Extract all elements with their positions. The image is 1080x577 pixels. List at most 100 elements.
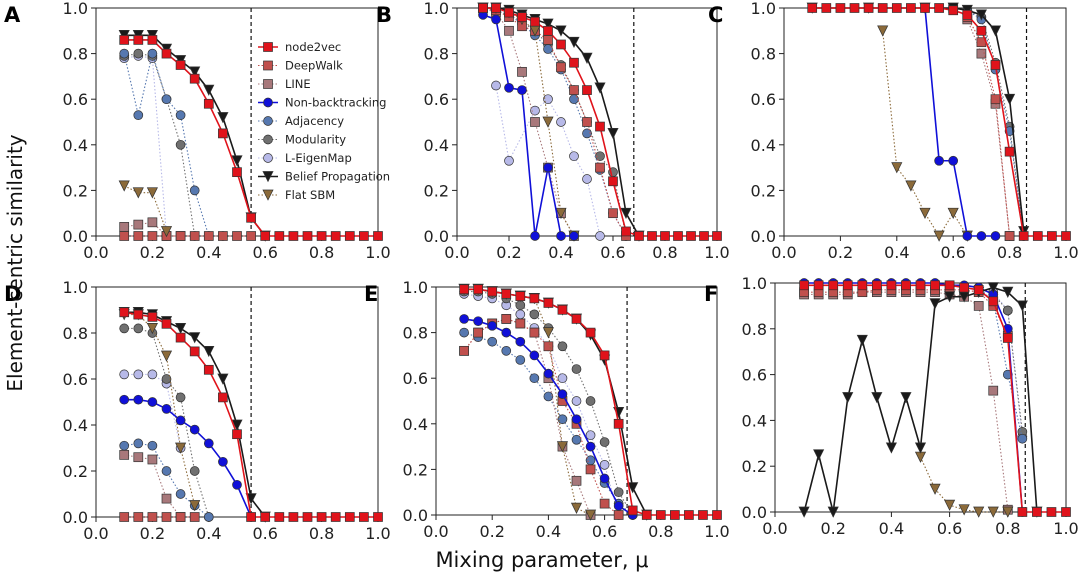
data-point — [344, 512, 355, 522]
data-point — [147, 312, 158, 322]
data-point — [133, 512, 144, 522]
legend-marker — [263, 134, 273, 145]
data-point — [821, 3, 832, 13]
legend-label: node2vec — [285, 40, 341, 54]
panels: 0.0 0.2 0.4 0.6 0.8 1.00.00.20.40.60.81.0A0.0… — [4, 0, 1079, 543]
data-point — [203, 231, 214, 241]
data-point — [962, 9, 973, 20]
y-tick-label: 0.6 — [742, 366, 767, 385]
data-point — [133, 394, 144, 405]
y-tick-label: 0.4 — [63, 416, 88, 435]
data-point — [491, 3, 501, 13]
data-point — [557, 304, 568, 315]
data-point — [1032, 231, 1043, 241]
data-point — [189, 231, 200, 241]
data-point — [877, 25, 889, 37]
series-modularity — [948, 3, 1029, 241]
data-point — [175, 512, 186, 522]
data-point — [901, 280, 911, 291]
data-point — [147, 512, 158, 522]
panel-c: 0.0 0.2 0.4 0.6 0.8 1.0 0.0 0.2 0.4 0.6 0.8 1.0 C — [708, 0, 1079, 262]
series-line — [124, 55, 168, 237]
series-flat-sbm — [118, 309, 201, 512]
panel-d: 0.0 0.2 0.4 0.6 0.8 1.0 0.0 0.2 0.4 0.6 0.8 1.0 D — [4, 278, 391, 543]
data-point — [699, 231, 709, 241]
data-point — [1016, 300, 1028, 312]
data-point — [886, 280, 897, 291]
data-point — [655, 510, 666, 520]
x-tick-label: 0.6 — [252, 243, 277, 262]
series-non-backtracking — [119, 394, 256, 522]
series-deepwalk — [459, 314, 624, 520]
panel-e: 0.0 0.2 0.4 0.6 0.8 1.0 0.0 0.2 0.4 0.6 0.8 1.0 E — [364, 278, 730, 541]
data-point — [634, 231, 644, 241]
data-point — [990, 60, 1001, 70]
data-point — [891, 3, 902, 13]
data-point — [1004, 93, 1016, 105]
data-point — [594, 82, 606, 94]
data-point — [608, 208, 618, 219]
data-point — [569, 85, 579, 95]
series-line — [124, 373, 182, 449]
data-point — [595, 121, 605, 132]
y-tick-label: 0.6 — [63, 90, 88, 109]
data-point — [585, 441, 596, 452]
data-point — [647, 231, 657, 241]
data-point — [543, 162, 553, 173]
data-point — [473, 327, 483, 338]
data-point — [933, 230, 945, 242]
data-point — [175, 110, 186, 121]
series-belief-propagation — [806, 2, 1030, 238]
data-point — [175, 332, 186, 343]
data-point — [288, 512, 299, 522]
data-point — [906, 3, 916, 13]
data-point — [189, 466, 200, 476]
data-point — [807, 3, 818, 13]
data-point — [973, 506, 985, 518]
x-tick-label: 0.8 — [309, 243, 334, 262]
series-line — [804, 284, 1066, 513]
series-line — [882, 30, 968, 238]
data-point — [119, 35, 130, 45]
series-l-eigenmap — [491, 80, 605, 241]
y-tick-label: 0.4 — [403, 415, 428, 434]
data-point — [189, 500, 201, 512]
data-point — [1002, 286, 1014, 298]
data-point — [607, 128, 619, 140]
data-point — [147, 217, 158, 228]
data-point — [555, 207, 567, 219]
data-point — [976, 48, 987, 59]
data-point — [132, 187, 144, 199]
data-point — [175, 489, 186, 499]
data-point — [217, 112, 229, 124]
data-point — [835, 3, 846, 13]
y-tick-label: 1.0 — [742, 274, 767, 293]
data-point — [987, 506, 999, 518]
data-point — [1017, 433, 1028, 444]
data-point — [929, 298, 941, 310]
data-point — [543, 35, 553, 45]
y-tick-label: 0.0 — [63, 508, 88, 527]
data-point — [175, 415, 186, 426]
y-tick-label: 0.8 — [63, 324, 88, 343]
legend-label: Adjacency — [285, 114, 344, 128]
x-tick-label: 0.2 — [140, 524, 165, 543]
y-tick-label: 0.6 — [424, 90, 449, 109]
data-point — [621, 226, 631, 237]
data-point — [1061, 507, 1071, 517]
data-point — [1032, 507, 1042, 517]
legend-item: LINE — [258, 77, 311, 91]
y-tick-label: 0.2 — [63, 462, 88, 481]
data-point — [189, 346, 200, 357]
data-point — [246, 512, 256, 522]
legend-label: Belief Propagation — [285, 170, 390, 184]
series-line — [804, 282, 1024, 513]
series-belief-propagation — [118, 306, 271, 523]
legend-item: L-EigenMap — [258, 151, 352, 165]
data-point — [218, 231, 228, 241]
data-point — [491, 14, 501, 25]
data-point — [570, 502, 583, 514]
data-point — [147, 48, 158, 59]
series-line — [953, 7, 1025, 237]
